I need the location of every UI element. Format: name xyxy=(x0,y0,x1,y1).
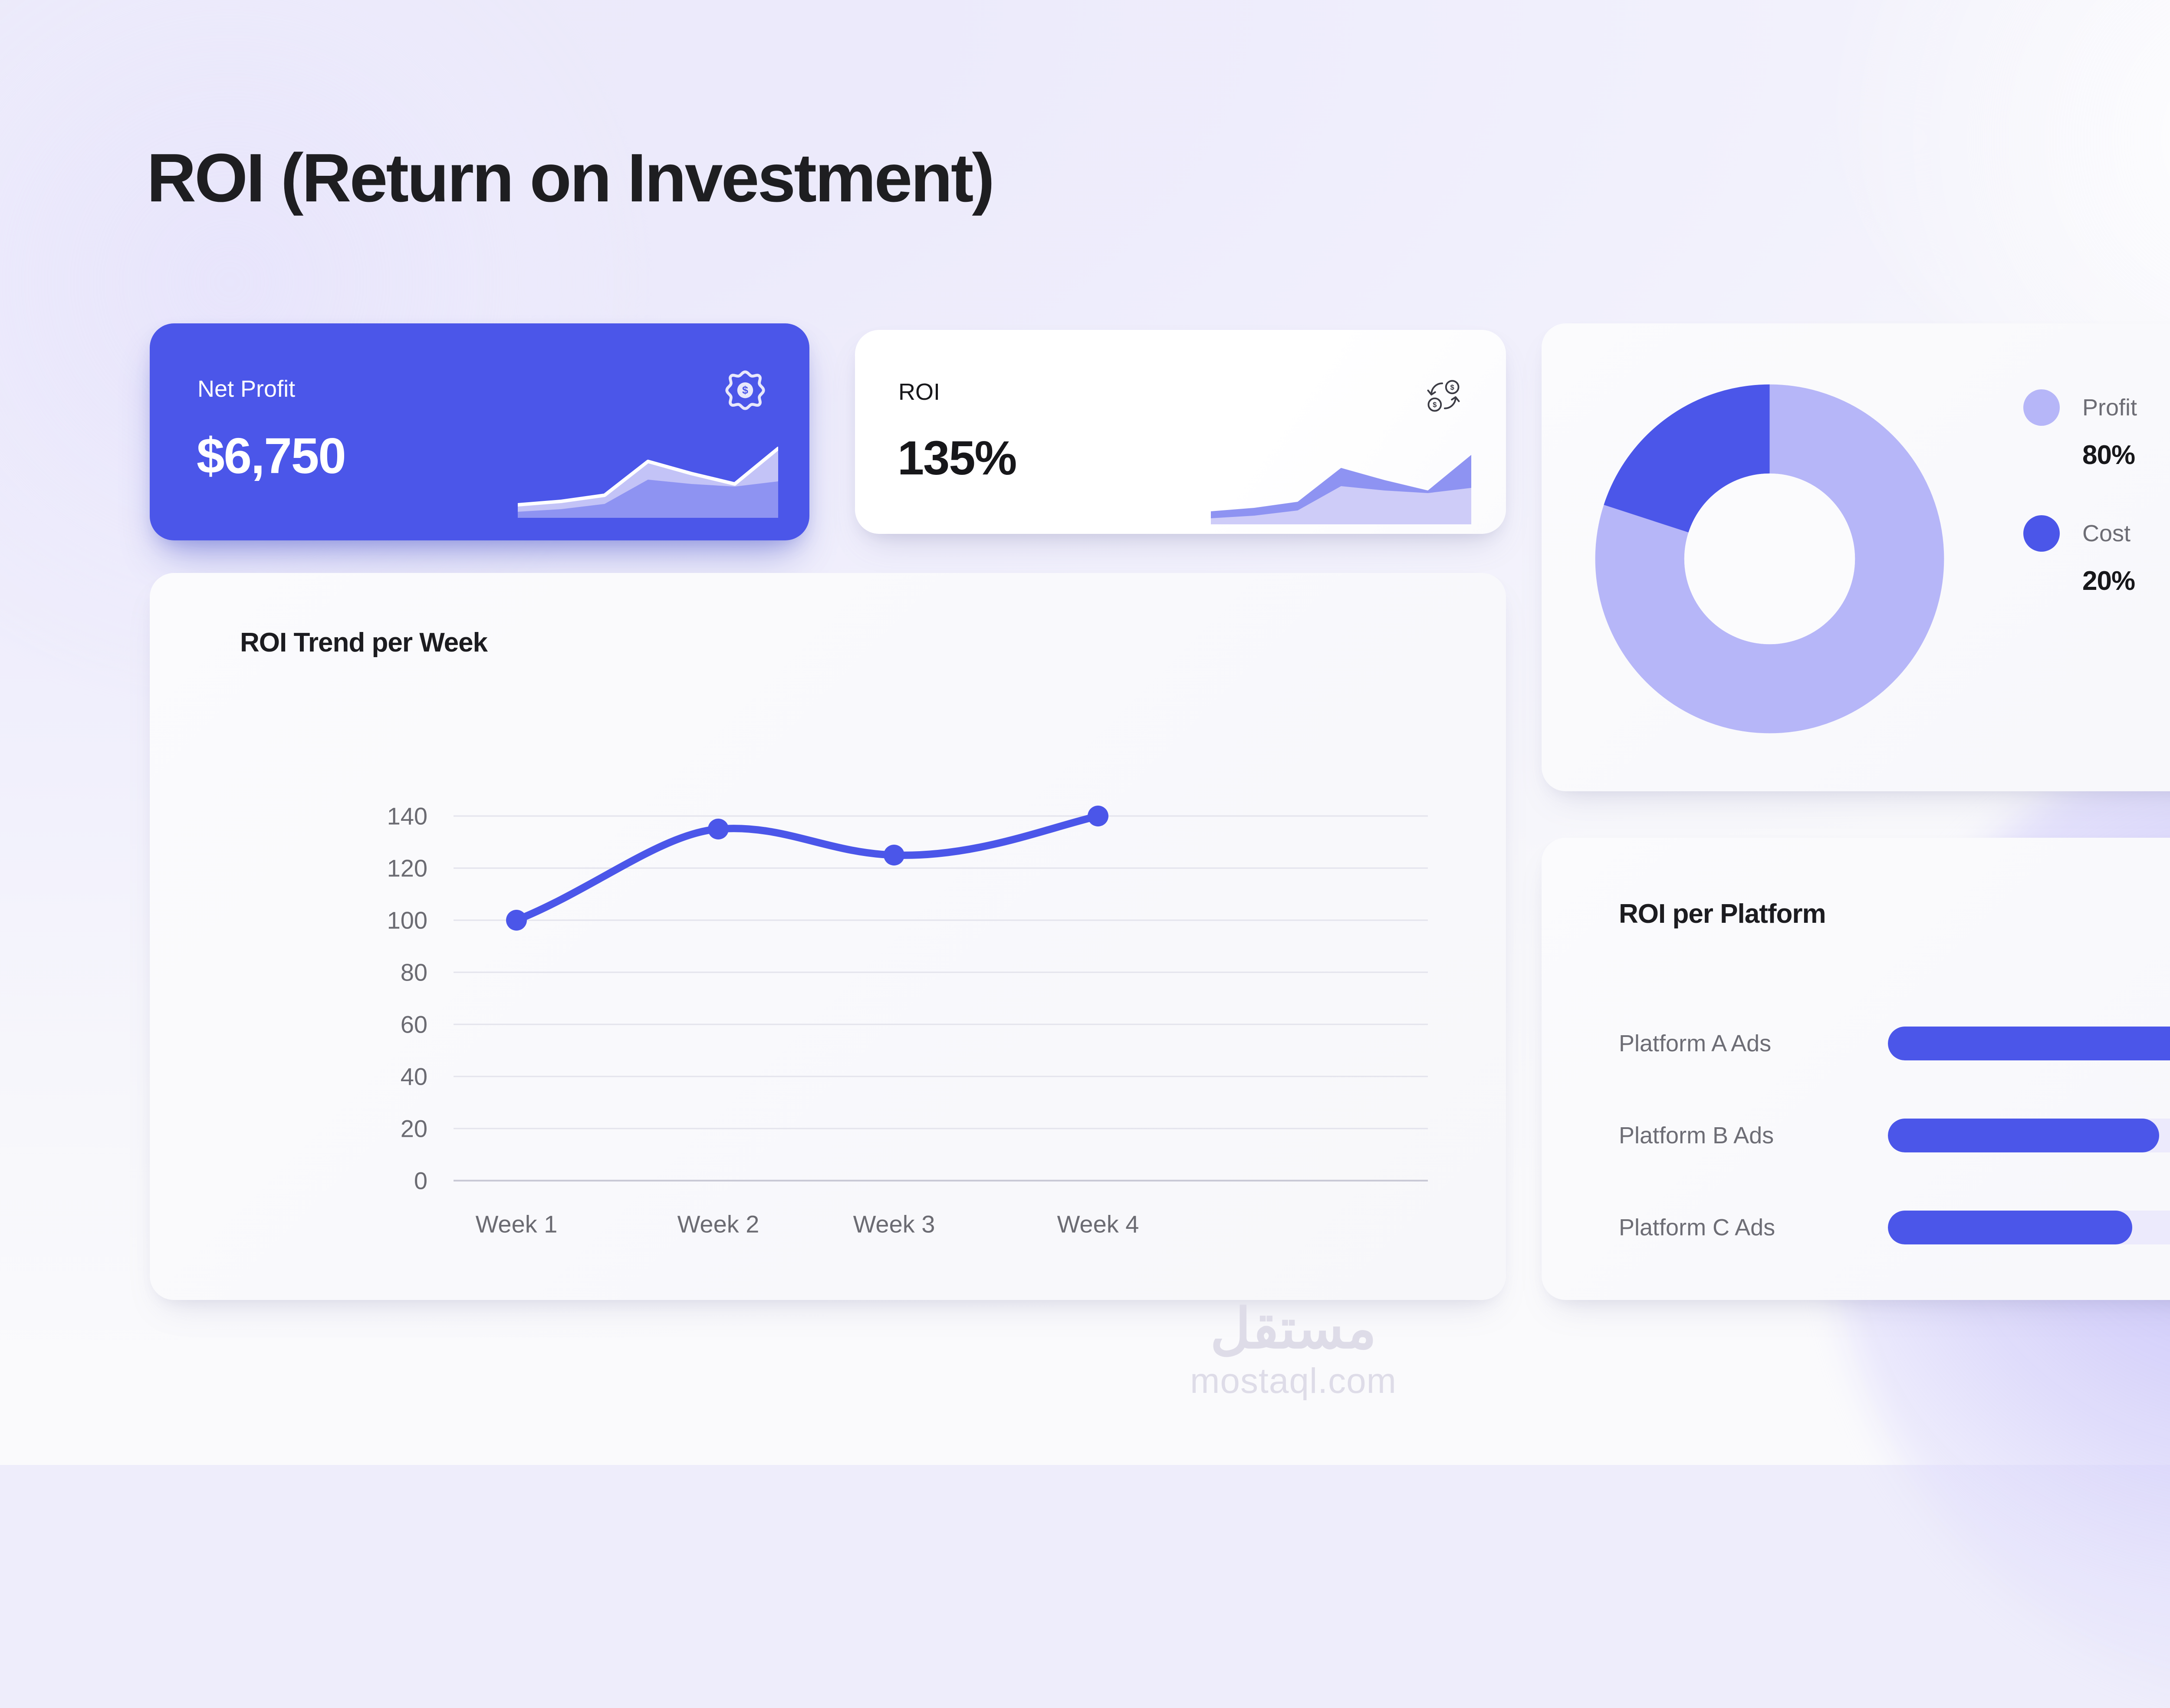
page-title: ROI (Return on Investment) xyxy=(147,140,995,216)
svg-text:Week 2: Week 2 xyxy=(677,1211,760,1238)
kpi-value-net-profit: $6,750 xyxy=(197,428,346,484)
platform-progress-fill-c xyxy=(1888,1211,2133,1244)
watermark-arabic: مستقل xyxy=(1210,1298,1377,1360)
svg-text:Week 3: Week 3 xyxy=(853,1211,935,1238)
svg-text:$: $ xyxy=(742,384,748,396)
kpi-label-roi: ROI xyxy=(898,379,940,405)
legend-swatch-profit xyxy=(2023,389,2060,426)
watermark: مستقل mostaql.com xyxy=(1128,1300,1458,1402)
svg-text:120: 120 xyxy=(387,855,427,882)
dashboard-root: ROI (Return on Investment) Net Profit $6… xyxy=(147,140,2170,1402)
legend-label-profit: Profit xyxy=(2082,395,2137,421)
panel-roi-trend: ROI Trend per Week 140 120 100 80 60 40 xyxy=(150,573,1506,1300)
legend-value-profit: 80% xyxy=(2082,440,2135,470)
panel-profit-cost-donut: Profit 80% Cost 20% xyxy=(1542,323,2170,791)
platform-progress-fill-a xyxy=(1888,1027,2170,1060)
panel-roi-per-platform: ROI per Platform Platform A Ads 150% Pla… xyxy=(1542,838,2170,1300)
platform-progress-track-a[interactable] xyxy=(1888,1027,2170,1060)
svg-text:Week 4: Week 4 xyxy=(1057,1211,1139,1238)
sparkline-roi xyxy=(1211,438,1471,524)
svg-text:140: 140 xyxy=(387,803,427,830)
sparkline-net-profit xyxy=(516,431,780,518)
platform-row-a[interactable]: Platform A Ads 150% xyxy=(1619,997,2170,1089)
panel-title-roi-per-platform: ROI per Platform xyxy=(1619,899,1826,929)
svg-text:80: 80 xyxy=(401,959,427,986)
svg-text:0: 0 xyxy=(414,1167,427,1195)
platform-progress-fill-b xyxy=(1888,1119,2159,1152)
legend-swatch-cost xyxy=(2023,515,2060,552)
kpi-label-net-profit: Net Profit xyxy=(197,376,296,402)
platform-progress-track-b[interactable] xyxy=(1888,1119,2170,1152)
legend-item-profit[interactable]: Profit 80% xyxy=(2023,389,2170,515)
svg-text:Week 1: Week 1 xyxy=(476,1211,558,1238)
legend-value-cost: 20% xyxy=(2082,566,2135,596)
svg-text:$: $ xyxy=(1433,401,1437,409)
svg-text:20: 20 xyxy=(401,1115,427,1142)
line-chart-roi-trend: 140 120 100 80 60 40 20 0 Week 1 Week 2 … xyxy=(387,803,1428,1238)
panel-title-roi-trend: ROI Trend per Week xyxy=(240,628,488,658)
kpi-card-net-profit[interactable]: Net Profit $6,750 $ xyxy=(150,323,809,540)
legend-label-cost: Cost xyxy=(2082,520,2131,546)
svg-text:40: 40 xyxy=(401,1063,427,1090)
dollar-badge-icon[interactable]: $ xyxy=(724,370,766,412)
kpi-card-roi[interactable]: ROI 135% $ $ xyxy=(855,330,1506,534)
platform-progress-track-c[interactable] xyxy=(1888,1211,2170,1244)
donut-legend: Profit 80% Cost 20% xyxy=(2023,389,2170,641)
svg-text:$: $ xyxy=(1450,384,1454,392)
platform-list: Platform A Ads 150% Platform B Ads 120% … xyxy=(1619,997,2170,1274)
platform-row-b[interactable]: Platform B Ads 120% xyxy=(1619,1089,2170,1181)
kpi-value-roi: 135% xyxy=(898,431,1017,485)
platform-name-c: Platform C Ads xyxy=(1619,1214,1775,1241)
svg-text:100: 100 xyxy=(387,907,427,934)
legend-item-cost[interactable]: Cost 20% xyxy=(2023,515,2170,641)
donut-chart-profit-cost xyxy=(1584,373,1955,744)
platform-row-c[interactable]: Platform C Ads 100% xyxy=(1619,1181,2170,1274)
platform-name-b: Platform B Ads xyxy=(1619,1122,1774,1149)
watermark-latin: mostaql.com xyxy=(1190,1361,1397,1401)
svg-text:60: 60 xyxy=(401,1011,427,1038)
money-exchange-icon[interactable]: $ $ xyxy=(1423,375,1464,417)
platform-name-a: Platform A Ads xyxy=(1619,1030,1772,1056)
